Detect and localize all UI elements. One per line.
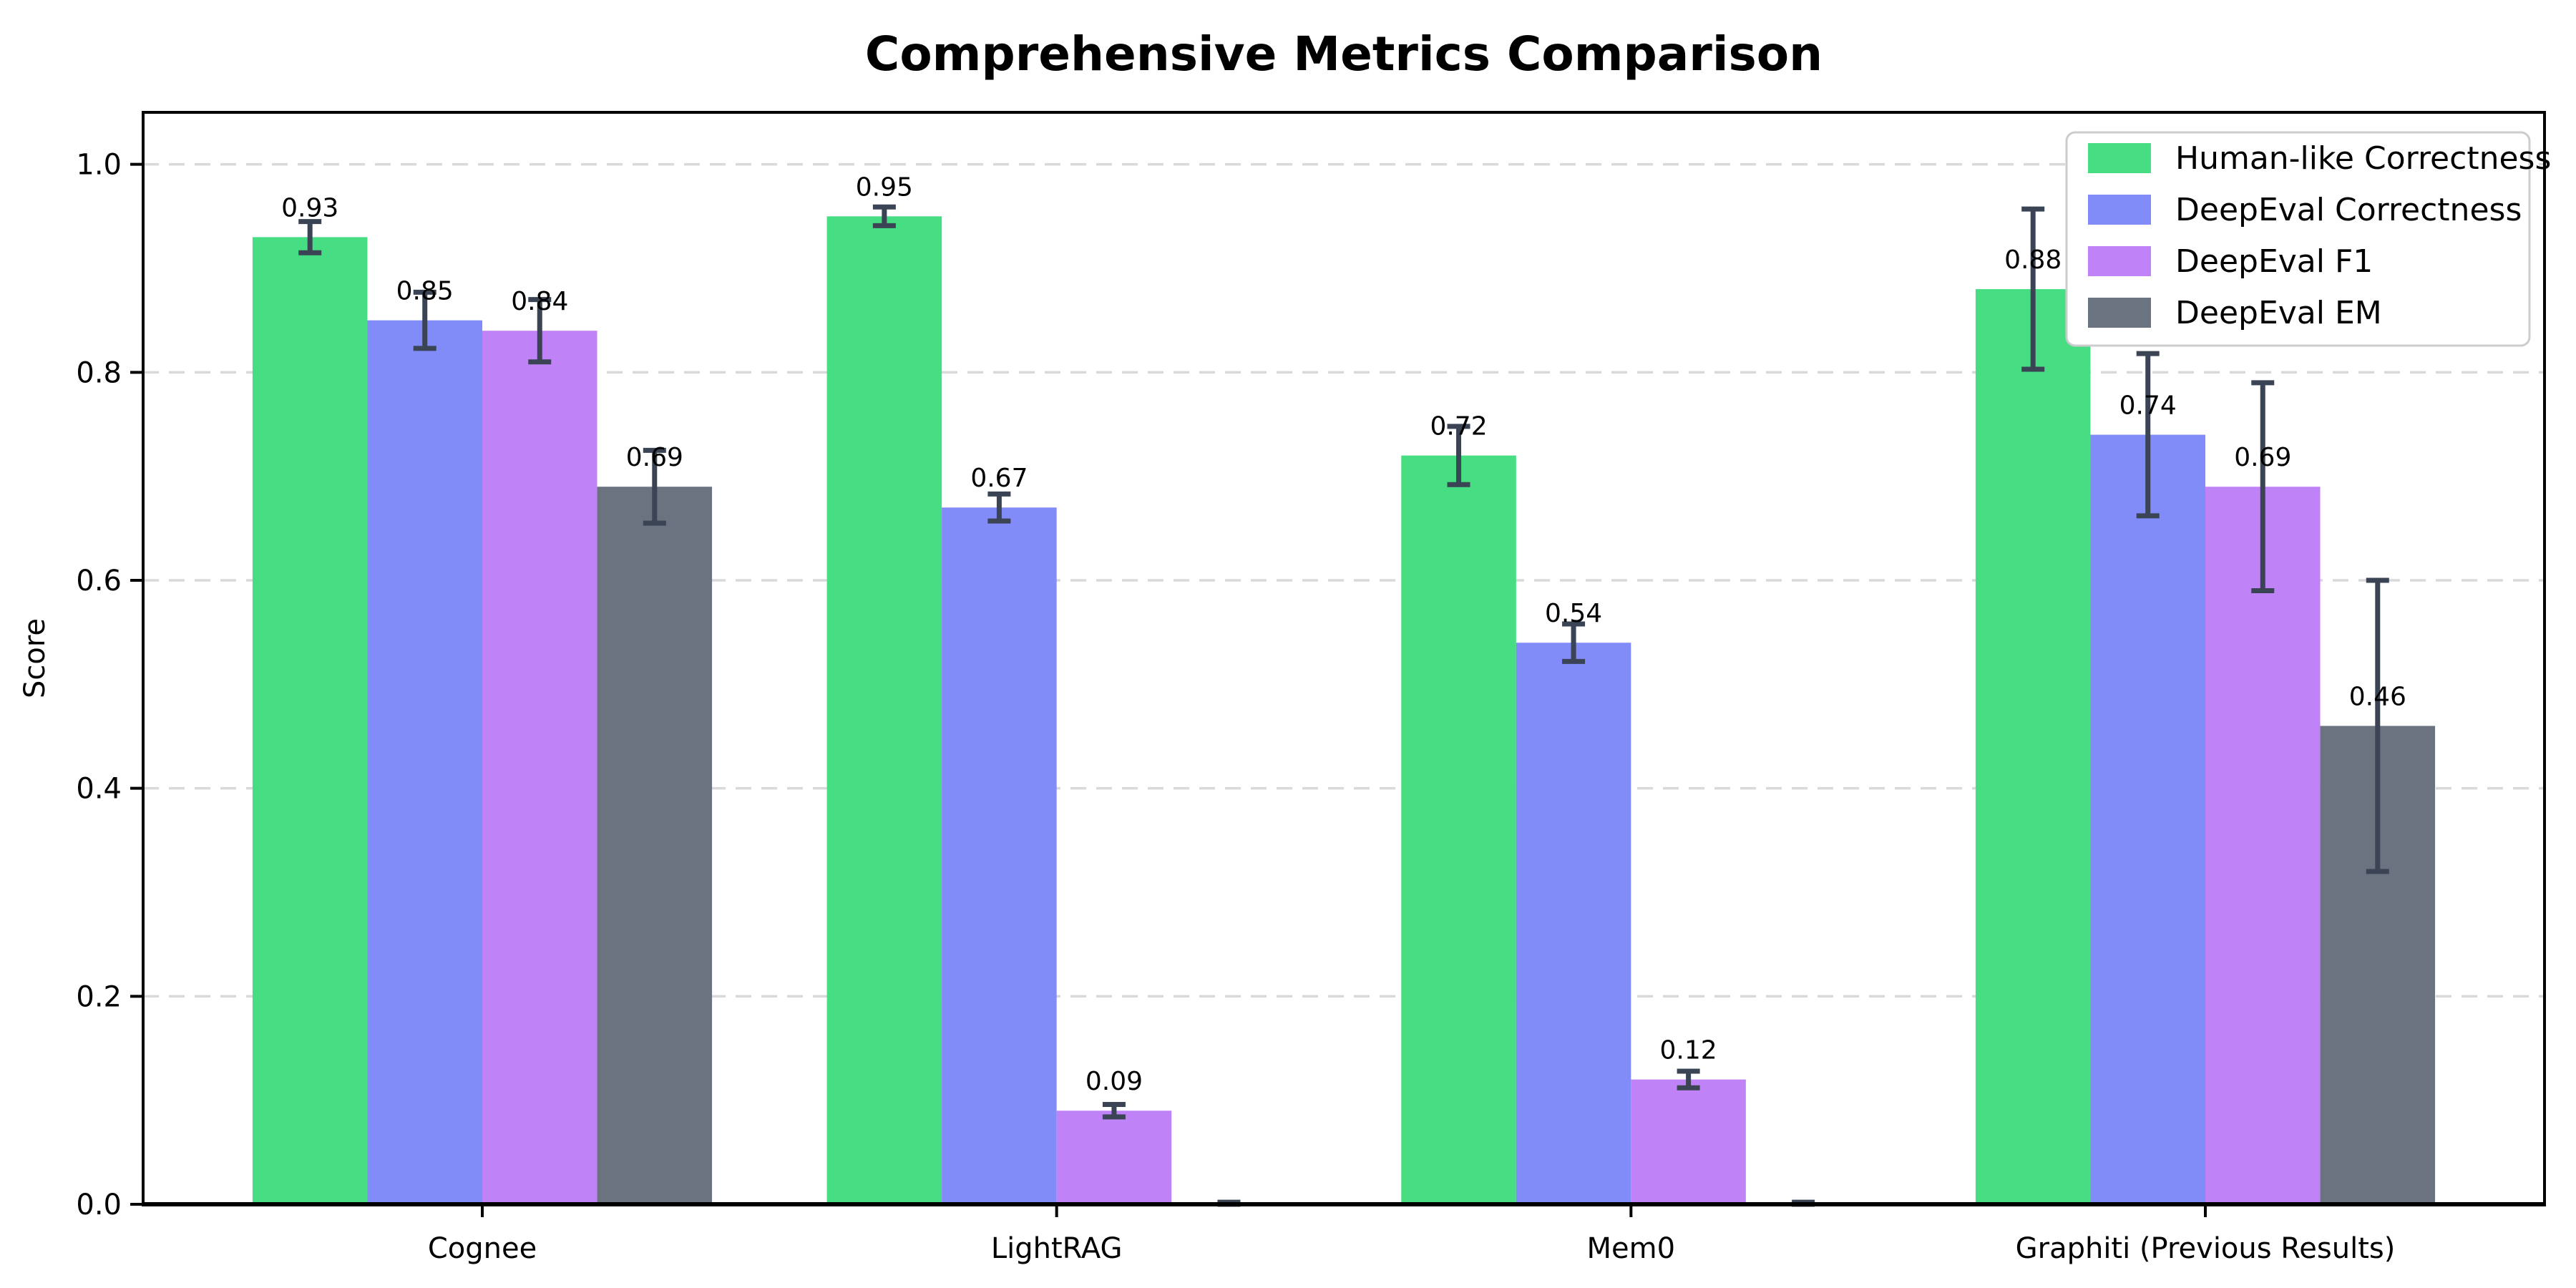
bar-value-labels: 0.93 0.95 0.72 0.88 0.85 0.67 0.54 0.74 0.84 0.09… (281, 172, 2406, 1096)
chart-title: Comprehensive Metrics Comparison (865, 26, 1823, 82)
bar-lightrag-deepeval-f1 (1056, 1111, 1172, 1204)
legend-swatch-human-like-correctness (2088, 143, 2151, 173)
y-axis-label: Score (19, 618, 52, 698)
bar-graphiti-previous-results-deepeval-correctness (2090, 434, 2205, 1204)
y-tick-label: 0.0 (76, 1189, 122, 1221)
bar-value-label: 0.74 (2119, 391, 2177, 420)
legend-item-label-deepeval-correctness: DeepEval Correctness (2175, 192, 2522, 228)
y-tick-label: 0.6 (76, 565, 122, 597)
bar-series (252, 216, 2436, 1205)
bar-mem0-human-like-correctness (1401, 455, 1516, 1204)
legend-item-label-human-like-correctness: Human-like Correctness (2175, 140, 2551, 177)
axes: 0.0 0.2 0.4 0.6 0.8 1.0 Cognee LightRAG Mem0 Grap… (76, 111, 2546, 1265)
bar-mem0-deepeval-f1 (1631, 1079, 1746, 1204)
bar-value-label: 0.69 (626, 443, 683, 472)
legend-swatch-deepeval-correctness (2088, 195, 2151, 225)
bar-value-label: 0.12 (1660, 1036, 1717, 1065)
bar-value-label: 0.54 (1545, 599, 1602, 628)
bar-value-label: 0.88 (2004, 245, 2062, 275)
bar-value-label: 0.09 (1085, 1067, 1143, 1096)
bar-lightrag-deepeval-correctness (942, 507, 1057, 1204)
bar-value-label: 0.67 (970, 464, 1028, 493)
legend-swatch-deepeval-f1 (2088, 246, 2151, 276)
bar-mem0-deepeval-correctness (1516, 643, 1631, 1204)
bar-graphiti-previous-results-deepeval-f1 (2205, 487, 2321, 1204)
bar-value-label: 0.69 (2234, 443, 2291, 472)
x-tick-label-graphiti-previous-results: Graphiti (Previous Results) (2016, 1232, 2396, 1265)
bar-cognee-human-like-correctness (252, 237, 368, 1204)
bar-value-label: 0.84 (511, 287, 568, 316)
legend-swatch-deepeval-em (2088, 298, 2151, 328)
bar-graphiti-previous-results-human-like-correctness (1975, 289, 2091, 1205)
x-tick-label-lightrag: LightRAG (991, 1232, 1123, 1265)
bar-value-label: 0.72 (1430, 412, 1487, 441)
bar-value-label: 0.85 (396, 277, 454, 306)
legend: Human-like Correctness DeepEval Correctne… (2065, 131, 2551, 347)
bar-value-label: 0.46 (2349, 682, 2406, 711)
x-tick-label-mem0: Mem0 (1587, 1232, 1676, 1265)
legend-box (2065, 131, 2531, 347)
y-tick-label: 0.8 (76, 356, 122, 389)
y-tick-label: 1.0 (76, 149, 122, 182)
bar-lightrag-human-like-correctness (826, 216, 942, 1204)
error-bars (298, 204, 2389, 1207)
y-tick-label: 0.4 (76, 773, 122, 806)
legend-item-label-deepeval-em: DeepEval EM (2175, 295, 2382, 331)
legend-item-label-deepeval-f1: DeepEval F1 (2175, 243, 2373, 280)
y-tick-label: 0.2 (76, 980, 122, 1013)
bar-value-label: 0.93 (281, 193, 338, 223)
bar-cognee-deepeval-f1 (482, 331, 597, 1205)
bar-cognee-deepeval-correctness (367, 320, 482, 1205)
x-tick-label-cognee: Cognee (428, 1232, 537, 1265)
bar-cognee-deepeval-em (597, 487, 713, 1204)
bar-value-label: 0.95 (856, 172, 913, 202)
